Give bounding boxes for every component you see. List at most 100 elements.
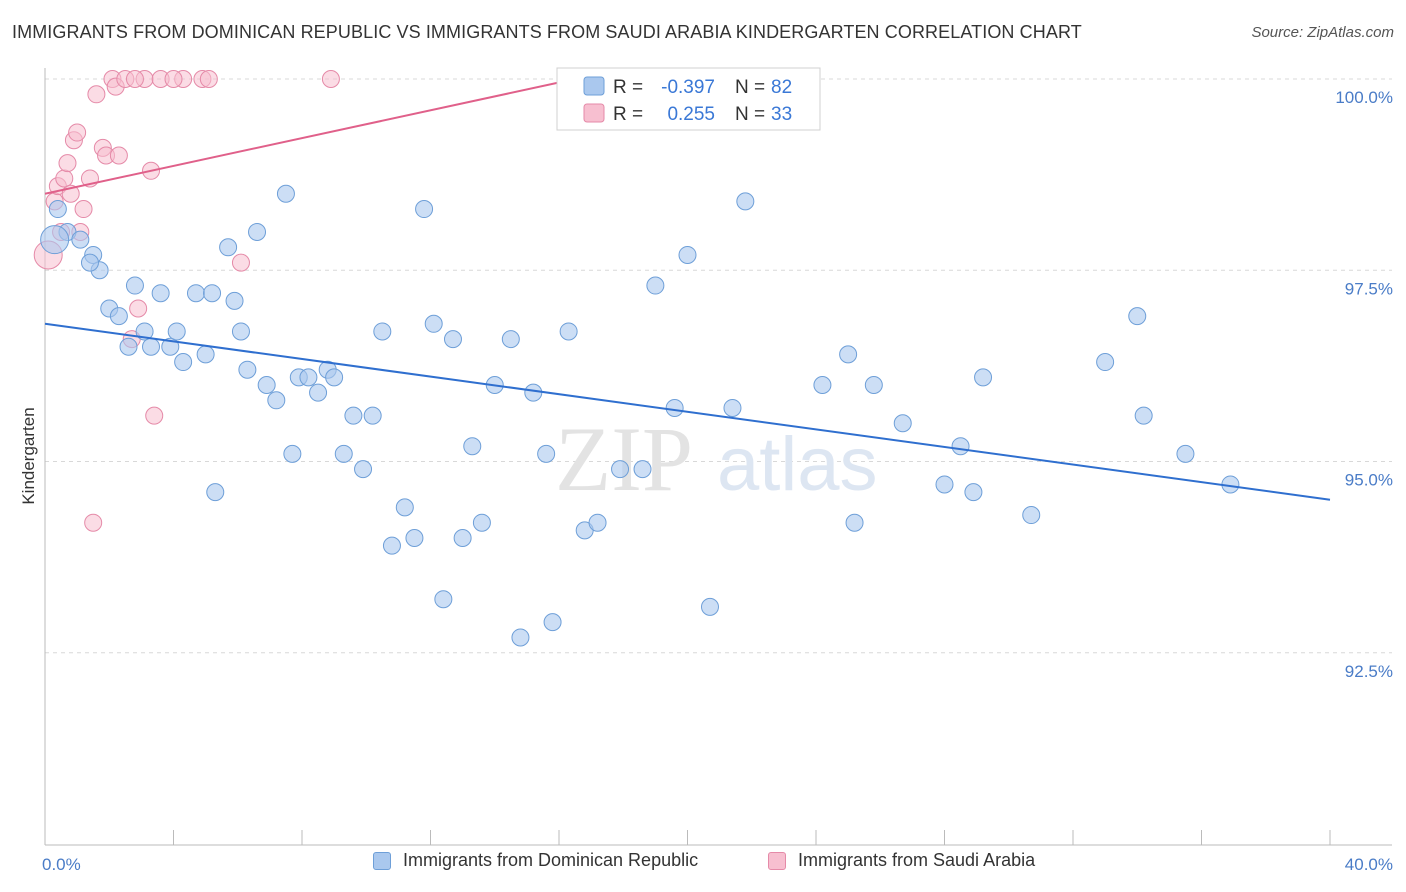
trend-line-saudi [44, 78, 576, 195]
data-point-dominican [434, 590, 453, 609]
data-point-dominican [257, 376, 276, 394]
data-point-dominican [186, 284, 205, 303]
data-point-dominican [325, 368, 344, 387]
data-point-dominican [354, 460, 373, 479]
legend-swatch-dominican [373, 851, 391, 870]
data-point-dominican [1134, 406, 1153, 425]
legend-item-saudi: Immigrants from Saudi Arabia [768, 850, 1035, 871]
data-point-dominican [334, 444, 353, 463]
data-point-dominican [537, 444, 556, 463]
data-point-dominican [559, 322, 578, 341]
data-point-dominican [472, 513, 491, 532]
y-tick-label: 92.5% [1345, 662, 1393, 681]
data-point-dominican [463, 437, 482, 456]
data-point-dominican [646, 276, 665, 295]
data-point-dominican [524, 383, 543, 402]
chart-title: IMMIGRANTS FROM DOMINICAN REPUBLIC VS IM… [12, 22, 1082, 42]
data-point-dominican [276, 184, 295, 203]
data-point-dominican [151, 284, 170, 303]
data-point-saudi [231, 253, 250, 272]
data-point-dominican [736, 192, 755, 211]
data-point-dominican [203, 284, 222, 303]
data-point-dominican [1176, 444, 1195, 463]
data-point-dominican [511, 628, 530, 647]
y-axis-label: Kindergarten [19, 407, 38, 504]
chart-source: Source: ZipAtlas.com [1251, 24, 1394, 41]
data-point-saudi [129, 299, 148, 318]
data-point-dominican [951, 437, 970, 456]
watermark-atlas: atlas [717, 422, 878, 507]
y-tick-label: 100.0% [1335, 88, 1393, 107]
data-point-dominican [71, 230, 90, 249]
data-point-dominican [405, 529, 424, 547]
data-point-dominican [723, 398, 742, 417]
data-point-dominican [453, 529, 472, 547]
data-point-dominican [813, 376, 832, 394]
data-point-saudi [87, 85, 106, 104]
legend-r-label-2: R = [613, 104, 643, 125]
data-point-dominican [974, 368, 993, 387]
y-tick-labels: 100.0% 97.5% 95.0% 92.5% [1335, 88, 1393, 681]
data-point-dominican [864, 376, 883, 394]
data-point-dominican [219, 238, 238, 257]
trend-line-dominican [44, 322, 1331, 501]
series-dominican-points [40, 184, 1240, 647]
data-point-dominican [373, 322, 392, 341]
data-point-dominican [501, 330, 520, 349]
data-point-dominican [845, 513, 864, 532]
data-point-dominican [588, 513, 607, 532]
data-point-dominican [893, 414, 912, 433]
data-point-saudi [55, 169, 74, 188]
x-tick-labels: 0.0% 40.0% [42, 855, 1393, 874]
trend-lines [44, 78, 1331, 501]
legend-item-dominican: Immigrants from Dominican Republic [373, 850, 698, 871]
data-point-dominican [309, 383, 328, 402]
data-point-saudi [68, 123, 87, 142]
data-point-dominican [267, 391, 286, 410]
legend-label-saudi: Immigrants from Saudi Arabia [798, 850, 1036, 870]
legend-swatch-pink [583, 103, 605, 123]
data-point-saudi [109, 146, 128, 165]
data-point-dominican [363, 406, 382, 425]
data-point-dominican [48, 200, 67, 219]
data-point-dominican [1128, 307, 1147, 326]
data-point-dominican [142, 337, 161, 356]
data-point-saudi [125, 70, 144, 88]
legend-n-label-1: N = [735, 77, 765, 98]
data-point-dominican [125, 276, 144, 295]
data-point-saudi [199, 70, 218, 88]
data-point-dominican [395, 498, 414, 517]
data-point-dominican [206, 483, 225, 502]
data-point-dominican [174, 353, 193, 372]
data-point-dominican [700, 597, 719, 616]
data-point-dominican [443, 330, 462, 349]
data-point-dominican [80, 253, 99, 272]
data-point-saudi [164, 70, 183, 88]
legend-r-label-1: R = [613, 77, 643, 98]
data-point-dominican [839, 345, 858, 364]
data-point-dominican [40, 225, 70, 255]
legend-r-value-2: 0.255 [667, 104, 715, 125]
legend-n-label-2: N = [735, 104, 765, 125]
data-point-dominican [283, 444, 302, 463]
data-point-dominican [1022, 506, 1041, 525]
bottom-legend: Immigrants from Dominican Republic Immig… [0, 850, 1406, 880]
y-tick-label: 95.0% [1345, 471, 1393, 490]
data-point-dominican [238, 360, 257, 379]
data-point-dominican [119, 337, 138, 356]
data-point-dominican [935, 475, 954, 494]
data-point-dominican [424, 314, 443, 333]
data-point-dominican [415, 200, 434, 219]
data-point-saudi [58, 154, 77, 173]
x-tick-label: 0.0% [42, 855, 81, 874]
y-tick-label: 97.5% [1345, 279, 1393, 298]
stats-legend: R = -0.397 N = 82 R = 0.255 N = 33 [556, 67, 821, 131]
data-point-dominican [225, 291, 244, 310]
legend-n-value-1: 82 [771, 77, 792, 98]
watermark: ZIP atlas [555, 408, 878, 510]
legend-n-value-2: 33 [771, 104, 792, 125]
data-point-dominican [167, 322, 186, 341]
data-point-dominican [611, 460, 630, 479]
data-point-dominican [964, 483, 983, 502]
